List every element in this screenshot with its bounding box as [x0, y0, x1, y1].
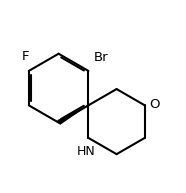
Text: O: O	[149, 98, 160, 111]
Text: Br: Br	[94, 51, 109, 64]
Polygon shape	[57, 105, 88, 125]
Text: HN: HN	[77, 145, 96, 158]
Text: F: F	[21, 51, 29, 63]
